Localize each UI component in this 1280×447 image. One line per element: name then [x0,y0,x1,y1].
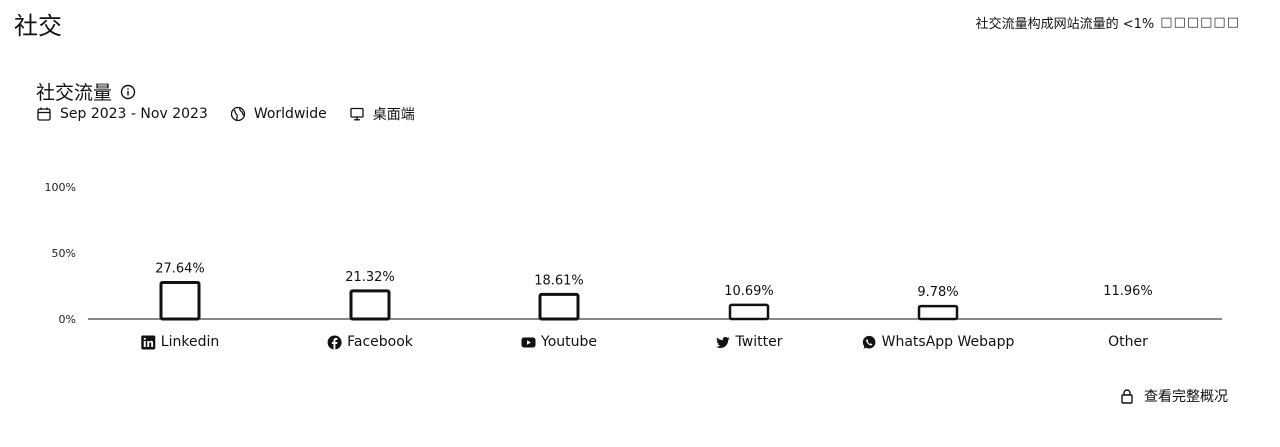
view-full-overview-link[interactable]: 查看完整概况 [1120,386,1228,406]
y-tick-label: 50% [52,247,76,260]
whatsapp-icon [862,335,877,350]
category-label-facebook[interactable]: Facebook [327,334,413,350]
social-share-text: 社交流量构成网站流量的 <1% [975,17,1155,32]
category-label-text: Youtube [541,334,597,350]
device[interactable]: 桌面端 [372,107,415,123]
chart-title-row: 社交流量 [36,78,136,105]
bar-value-label: 9.78% [917,285,958,300]
bar-linkedin[interactable] [159,281,201,321]
category-label-text: WhatsApp Webapp [881,334,1015,350]
category-label-twitter[interactable]: Twitter [716,334,783,350]
y-tick-label: 0% [59,313,76,326]
desktop-icon [349,106,365,122]
social-share-tail: □□□□□□ [1160,15,1240,30]
globe-icon [230,106,246,122]
view-full-overview-label: 查看完整概况 [1144,389,1228,405]
social-share-note: 社交流量构成网站流量的 <1% □□□□□□ [976,13,1240,32]
lock-icon [1120,388,1136,404]
bar-value-label: 21.32% [345,270,395,285]
info-icon[interactable] [120,84,136,100]
facebook-icon [327,335,342,350]
bar-youtube[interactable] [538,292,580,321]
category-label-text: Linkedin [160,334,220,350]
bar-value-label: 10.69% [724,284,774,299]
bar-twitter[interactable] [728,303,770,321]
date-range[interactable]: Sep 2023 - Nov 2023 [60,106,208,122]
bar-value-label: 11.96% [1103,284,1153,299]
region[interactable]: Worldwide [253,106,327,122]
category-label-text: Other [1108,334,1148,350]
category-axis: Linkedin Facebook Youtube Twitter WhatsApp W… [0,334,1280,354]
calendar-icon [36,106,52,122]
category-label-linkedin[interactable]: Linkedin [141,334,219,350]
category-label-whatsapp-webapp[interactable]: WhatsApp Webapp [862,334,1015,350]
bar-whatsapp-webapp[interactable] [917,304,959,321]
page-title: 社交 [14,12,62,40]
bar-facebook[interactable] [349,289,391,321]
chart-title: 社交流量 [36,82,113,104]
category-label-other[interactable]: Other [1108,334,1148,350]
twitter-icon [716,335,731,350]
youtube-icon [521,335,536,350]
category-label-youtube[interactable]: Youtube [521,334,597,350]
bar-value-label: 18.61% [534,273,584,288]
category-label-text: Twitter [735,334,783,350]
filter-row: Sep 2023 - Nov 2023 Worldwide 桌面端 [36,104,415,124]
category-label-text: Facebook [347,334,413,350]
linkedin-icon [141,335,156,350]
bar-value-label: 27.64% [155,262,205,277]
y-tick-label: 100% [45,181,76,194]
